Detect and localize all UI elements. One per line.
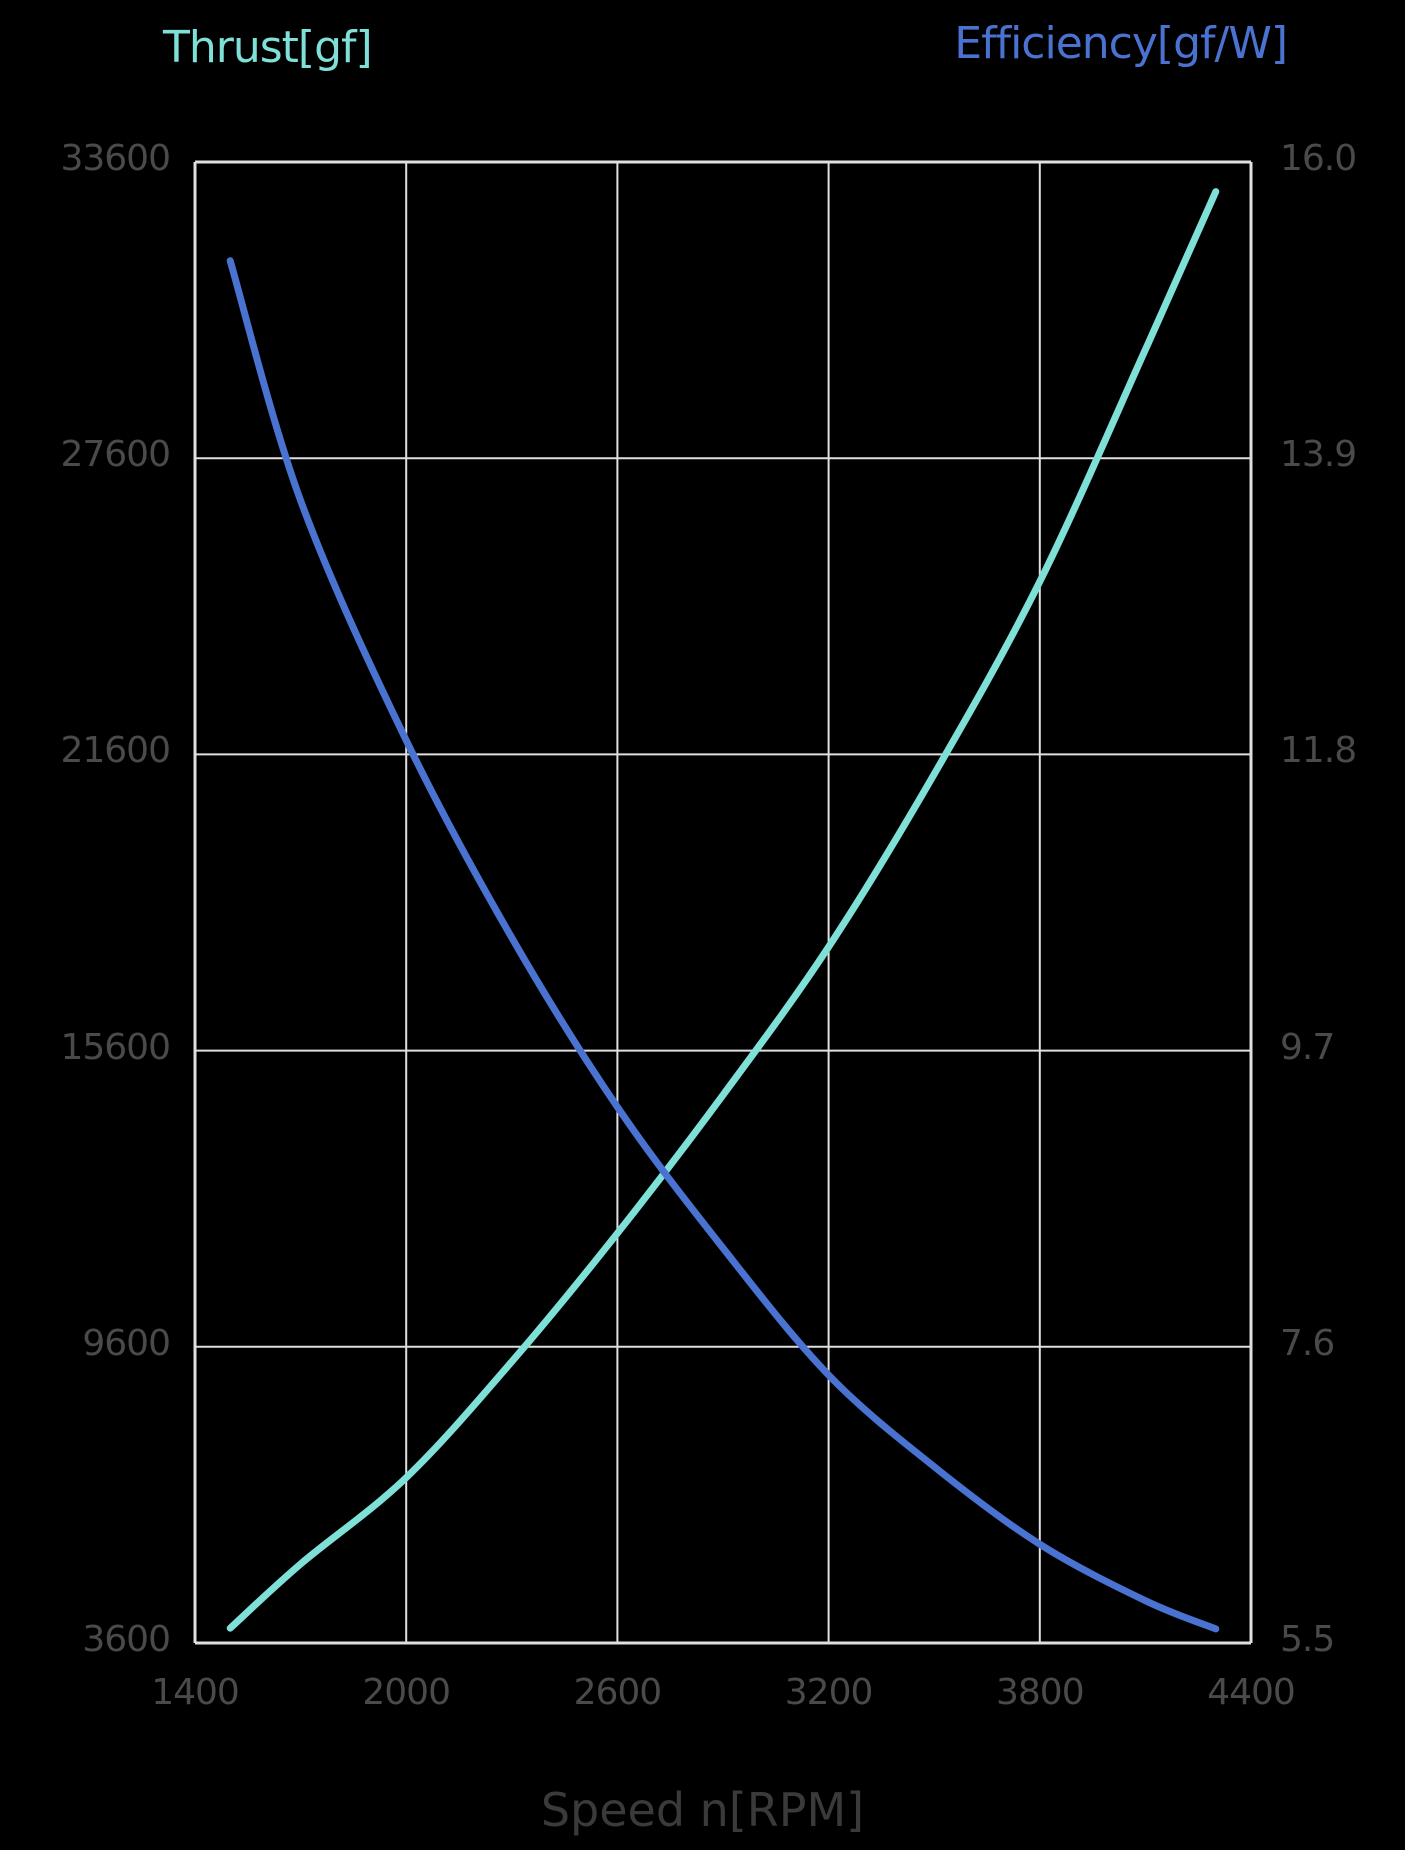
x-axis-title: Speed n[RPM] <box>540 1783 865 1837</box>
x-tick-label: 3800 <box>995 1672 1085 1713</box>
x-tick-label: 2000 <box>362 1672 451 1713</box>
efficiency-axis-title: Efficiency[gf/W] <box>954 18 1288 69</box>
y-tick-right-label: 13.9 <box>1280 434 1357 476</box>
y-tick-left-label: 3600 <box>82 1619 171 1660</box>
thrust-axis-title: Thrust[gf] <box>163 22 373 73</box>
thrust-series-line <box>226 188 1220 1632</box>
x-tick-label: 3200 <box>784 1672 874 1713</box>
y-tick-left-label: 15600 <box>60 1026 171 1068</box>
y-tick-right-label: 16.0 <box>1280 138 1357 179</box>
grid-lines <box>193 160 1253 1645</box>
y-tick-left-label: 33600 <box>60 138 171 179</box>
y-tick-right-label: 5.5 <box>1280 1619 1335 1660</box>
x-tick-label: 1400 <box>151 1672 240 1713</box>
y-tick-left-label: 21600 <box>60 730 171 772</box>
x-tick-label: 2600 <box>573 1672 663 1713</box>
y-tick-right-label: 11.8 <box>1280 730 1357 772</box>
x-tick-label: 4400 <box>1207 1672 1296 1713</box>
y-tick-right-label: 7.6 <box>1280 1322 1335 1364</box>
y-tick-right-label: 9.7 <box>1280 1026 1335 1068</box>
y-tick-left-label: 27600 <box>60 434 171 476</box>
efficiency-series-line <box>226 257 1220 1633</box>
y-tick-left-label: 9600 <box>82 1322 171 1364</box>
